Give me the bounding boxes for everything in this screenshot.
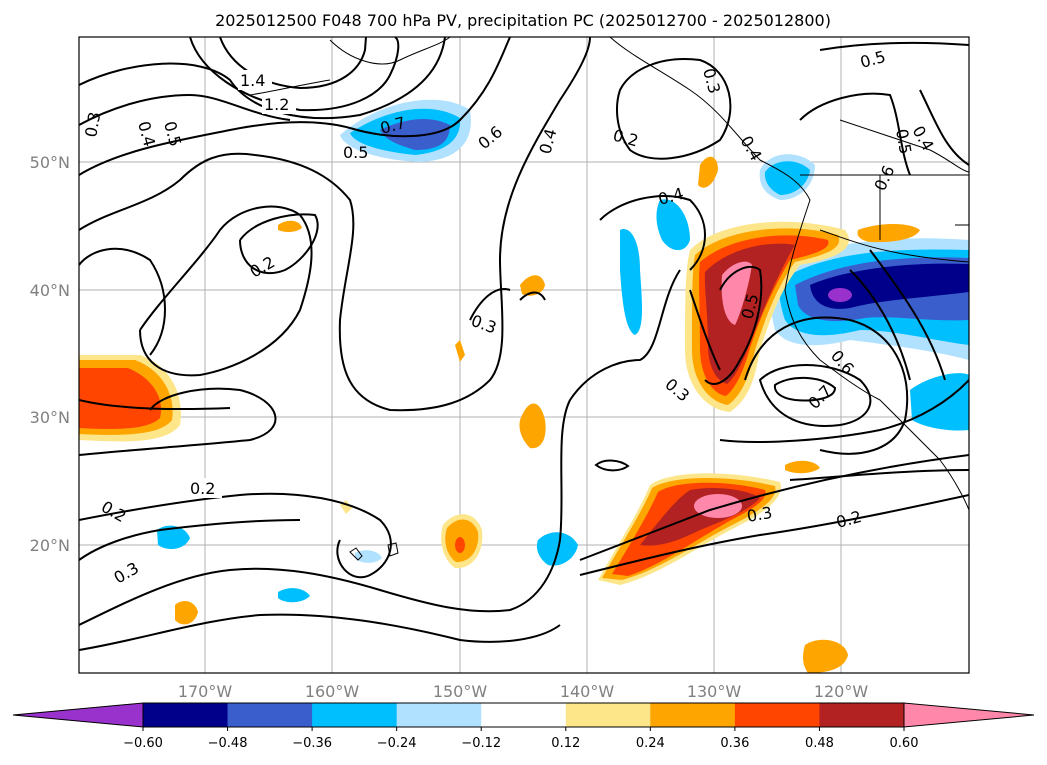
colorbar-segment — [312, 703, 398, 727]
lon-label: 150°W — [433, 682, 488, 701]
colorbar-tick-label: 0.60 — [890, 736, 919, 751]
lat-label: 30°N — [30, 408, 70, 427]
lon-label: 140°W — [560, 682, 615, 701]
colorbar: −0.60 −0.48 −0.36 −0.24 −0.12 0.12 0.24 0.36 0.4… — [12, 702, 1035, 751]
lon-label: 170°W — [178, 682, 233, 701]
pv-contours — [79, 37, 969, 651]
colorbar-segment — [819, 703, 905, 727]
lon-label: 120°W — [814, 682, 869, 701]
map-border — [78, 36, 970, 674]
lat-label: 50°N — [30, 153, 70, 172]
lon-label: 160°W — [305, 682, 360, 701]
colorbar-tick-label: 0.48 — [805, 736, 834, 751]
colorbar-segment — [143, 703, 229, 727]
colorbar-segment — [650, 703, 736, 727]
colorbar-tick-label: −0.24 — [377, 736, 417, 751]
colorbar-segment — [396, 703, 482, 727]
lat-label: 40°N — [30, 281, 70, 300]
contour-label: 0.5 — [892, 127, 915, 155]
contour-label: 1.2 — [264, 95, 289, 114]
figure-title: 2025012500 F048 700 hPa PV, precipitatio… — [215, 11, 831, 30]
lon-label: 130°W — [687, 682, 742, 701]
contour-label: 1.4 — [240, 71, 265, 90]
negative-precip-anomalies — [157, 99, 969, 603]
coastlines — [249, 37, 969, 561]
colorbar-tick-label: −0.12 — [461, 736, 501, 751]
colorbar-tick-label: 0.12 — [551, 736, 580, 751]
colorbar-segment — [481, 703, 567, 727]
colorbar-tick-label: 0.24 — [636, 736, 665, 751]
colorbar-segment — [565, 703, 651, 727]
colorbar-segment — [227, 703, 313, 727]
latitude-labels: 50°N 40°N 30°N 20°N — [30, 153, 70, 555]
lat-label: 20°N — [30, 536, 70, 555]
colorbar-segment — [734, 703, 820, 727]
colorbar-tick-label: −0.60 — [123, 736, 163, 751]
contour-label: 0.5 — [343, 143, 368, 162]
contour-labels: 1.4 1.2 0.3 0.4 0.5 0.7 0.5 0.6 0.4 0.2 … — [81, 47, 937, 588]
contour-label: 0.3 — [745, 503, 773, 526]
contour-label: 0.3 — [81, 110, 104, 138]
colorbar-tick-label: −0.48 — [208, 736, 248, 751]
longitude-labels: 170°W 160°W 150°W 140°W 130°W 120°W — [178, 682, 869, 701]
colorbar-extend-high — [903, 702, 1035, 728]
positive-precip-anomalies — [79, 156, 920, 673]
contour-label: 0.2 — [190, 479, 215, 498]
colorbar-extend-low — [12, 702, 144, 728]
colorbar-tick-label: 0.36 — [720, 736, 749, 751]
precipitation-shading: 1.4 1.2 0.3 0.4 0.5 0.7 0.5 0.6 0.4 0.2 … — [79, 37, 969, 673]
colorbar-tick-label: −0.36 — [292, 736, 332, 751]
map-panel: 1.4 1.2 0.3 0.4 0.5 0.7 0.5 0.6 0.4 0.2 … — [30, 36, 970, 701]
colorbar-frame — [142, 702, 905, 728]
